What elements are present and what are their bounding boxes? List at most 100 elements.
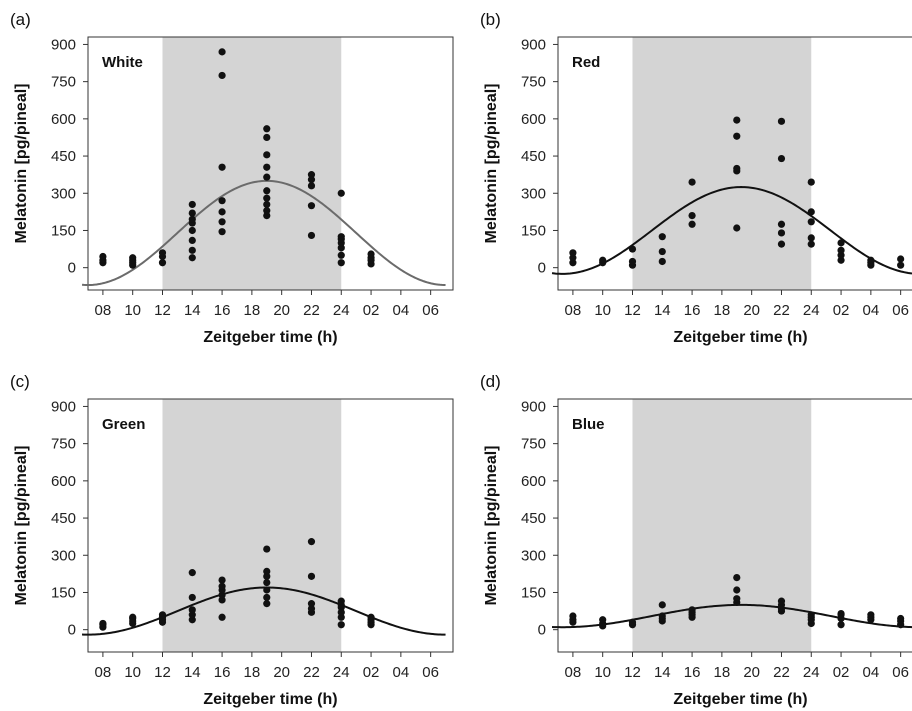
data-point bbox=[337, 597, 345, 605]
data-point bbox=[188, 611, 196, 619]
y-tick-label: 750 bbox=[51, 436, 76, 453]
data-point bbox=[188, 215, 196, 223]
data-point bbox=[218, 197, 226, 205]
x-tick-label: 14 bbox=[184, 302, 201, 319]
y-tick-label: 0 bbox=[538, 622, 546, 639]
x-tick-label: 12 bbox=[154, 664, 171, 681]
x-tick-label: 08 bbox=[95, 302, 112, 319]
data-point bbox=[777, 117, 786, 125]
light-color-label: Blue bbox=[572, 416, 605, 433]
cosinor-fit-curve bbox=[82, 586, 446, 636]
data-point bbox=[263, 194, 271, 202]
data-point bbox=[733, 224, 741, 232]
data-point bbox=[218, 208, 226, 216]
data-point bbox=[837, 621, 845, 629]
panel-label: (d) bbox=[480, 372, 501, 391]
data-point bbox=[569, 612, 577, 620]
y-tick-label: 300 bbox=[521, 547, 546, 564]
y-tick-label: 600 bbox=[521, 111, 546, 128]
x-tick-label: 16 bbox=[214, 302, 231, 319]
data-point bbox=[569, 259, 577, 267]
x-tick-label: 10 bbox=[594, 302, 611, 319]
x-tick-label: 04 bbox=[393, 664, 410, 681]
data-point bbox=[807, 218, 815, 226]
data-point bbox=[658, 612, 666, 620]
data-point bbox=[263, 586, 271, 594]
x-tick-label: 22 bbox=[303, 302, 320, 319]
light-color-label: White bbox=[102, 54, 143, 71]
y-tick-label: 300 bbox=[51, 547, 76, 564]
data-point bbox=[263, 200, 271, 209]
y-tick-label: 600 bbox=[521, 473, 546, 490]
data-point bbox=[307, 538, 316, 546]
x-tick-label: 04 bbox=[863, 302, 880, 319]
data-point bbox=[188, 200, 196, 209]
x-tick-label: 18 bbox=[244, 664, 261, 681]
data-point bbox=[658, 601, 666, 609]
data-point bbox=[188, 246, 196, 254]
data-point bbox=[807, 240, 815, 248]
data-point bbox=[158, 259, 167, 267]
x-tick-label: 08 bbox=[95, 664, 112, 681]
y-tick-label: 150 bbox=[521, 222, 546, 239]
data-point bbox=[263, 593, 271, 602]
data-point bbox=[867, 611, 875, 619]
x-tick-label: 24 bbox=[333, 664, 350, 681]
data-point bbox=[688, 606, 696, 614]
data-point bbox=[837, 239, 845, 247]
data-point bbox=[263, 600, 271, 608]
x-axis-title: Zeitgeber time (h) bbox=[673, 691, 807, 708]
data-point bbox=[188, 226, 196, 235]
y-tick-label: 150 bbox=[51, 584, 76, 601]
y-tick-label: 300 bbox=[521, 185, 546, 202]
data-point bbox=[688, 211, 696, 220]
y-tick-label: 150 bbox=[51, 222, 76, 239]
data-point bbox=[897, 614, 905, 623]
data-point bbox=[337, 233, 345, 241]
data-point bbox=[129, 254, 137, 262]
data-point bbox=[263, 133, 271, 142]
data-point bbox=[188, 616, 196, 624]
data-point bbox=[777, 229, 786, 237]
y-tick-label: 900 bbox=[51, 36, 76, 53]
data-point bbox=[867, 256, 875, 264]
data-point bbox=[733, 132, 741, 140]
x-tick-label: 12 bbox=[154, 302, 171, 319]
x-tick-label: 18 bbox=[714, 664, 731, 681]
data-point bbox=[218, 48, 226, 56]
x-tick-label: 20 bbox=[743, 302, 760, 319]
x-tick-label: 10 bbox=[594, 664, 611, 681]
plot-frame bbox=[557, 36, 912, 291]
x-tick-label: 14 bbox=[654, 664, 671, 681]
data-point bbox=[777, 240, 786, 248]
y-tick-label: 900 bbox=[51, 398, 76, 415]
y-axis-title: Melatonin [pg/pineal] bbox=[483, 446, 500, 606]
y-tick-label: 750 bbox=[521, 436, 546, 453]
y-tick-label: 900 bbox=[521, 36, 546, 53]
data-point bbox=[263, 163, 271, 171]
plot-frame bbox=[87, 398, 454, 653]
data-point bbox=[263, 125, 271, 133]
data-point bbox=[188, 606, 196, 614]
y-tick-label: 600 bbox=[51, 111, 76, 128]
data-point bbox=[188, 569, 196, 577]
data-point bbox=[337, 613, 345, 621]
data-point bbox=[188, 236, 196, 244]
data-point bbox=[99, 252, 107, 261]
data-point bbox=[897, 261, 905, 269]
data-point bbox=[263, 187, 271, 195]
data-point bbox=[218, 613, 226, 621]
x-tick-label: 24 bbox=[803, 664, 820, 681]
data-point bbox=[263, 173, 271, 181]
plot-frame bbox=[557, 398, 912, 653]
data-point bbox=[837, 256, 845, 264]
x-tick-label: 20 bbox=[273, 302, 290, 319]
data-point bbox=[99, 619, 107, 628]
data-point bbox=[658, 233, 666, 241]
data-point bbox=[599, 616, 607, 624]
data-point bbox=[569, 249, 577, 257]
x-tick-label: 20 bbox=[273, 664, 290, 681]
chart-panel-4: (d) Blue 0 150 300 450 600 750 900 08 10 12 14 16 18 20… bbox=[480, 372, 912, 708]
data-point bbox=[218, 71, 226, 80]
